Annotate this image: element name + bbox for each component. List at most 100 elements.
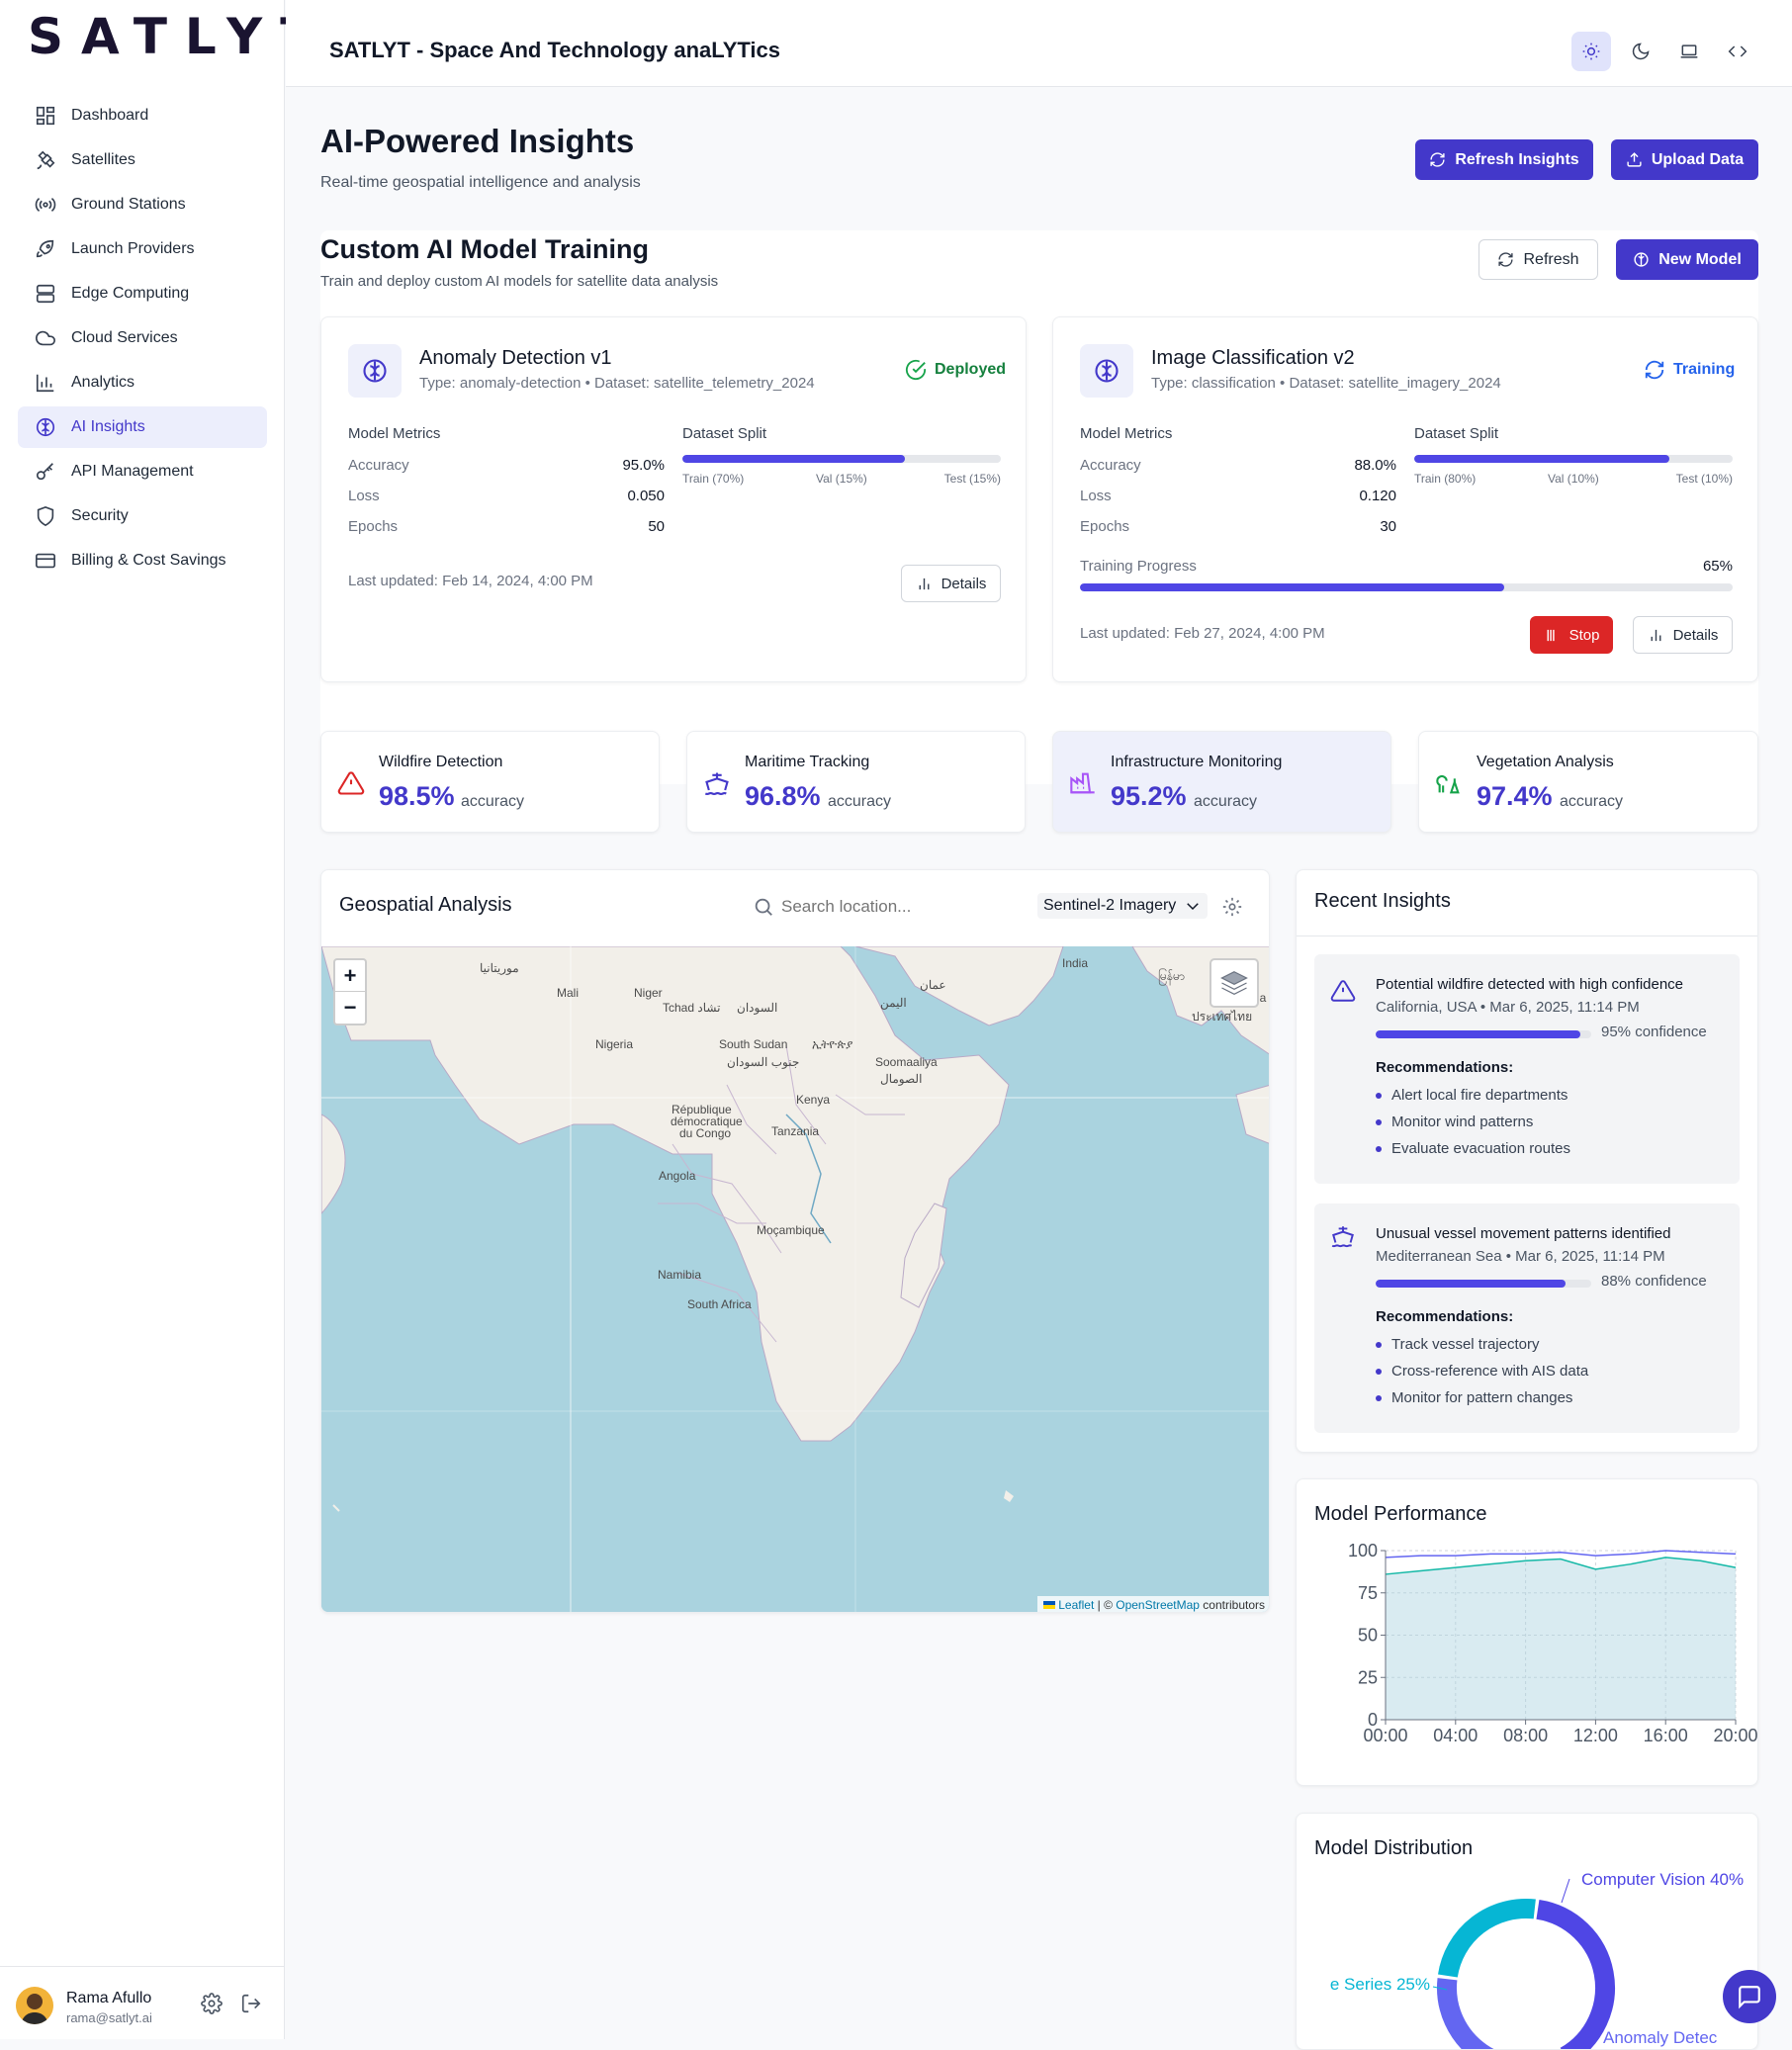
radio-tower-icon <box>35 197 56 213</box>
imagery-select[interactable]: Sentinel-2 Imagery <box>1037 893 1209 919</box>
confidence-label: 88% confidence <box>1601 1273 1707 1290</box>
ship-icon <box>1331 1226 1354 1248</box>
map-place-label: du Congo <box>679 1126 732 1140</box>
refresh-insights-button[interactable]: Refresh Insights <box>1415 139 1593 180</box>
series-line <box>1385 1557 1737 1575</box>
sidebar-item-api-management[interactable]: API Management <box>18 451 267 492</box>
developer-code-button[interactable] <box>1718 32 1757 71</box>
split-heading: Dataset Split <box>682 425 767 442</box>
check-circle-icon <box>905 359 927 381</box>
epochs-label: Epochs <box>1080 518 1130 535</box>
refresh-icon <box>1430 152 1445 167</box>
split-val: Val (15%) <box>816 472 867 486</box>
sidebar-item-ground-stations[interactable]: Ground Stations <box>18 184 267 225</box>
new-model-label: New Model <box>1658 250 1742 268</box>
sidebar-item-cloud-services[interactable]: Cloud Services <box>18 317 267 359</box>
stat-card-wildfire[interactable]: Wildfire Detection 98.5% accuracy <box>320 731 660 833</box>
training-progress-value: 65% <box>1702 558 1733 575</box>
stat-card-maritime[interactable]: Maritime Tracking 96.8% accuracy <box>686 731 1026 833</box>
sidebar-item-dashboard[interactable]: Dashboard <box>18 95 267 136</box>
sidebar-item-edge-computing[interactable]: Edge Computing <box>18 273 267 314</box>
sidebar-item-security[interactable]: Security <box>18 495 267 537</box>
y-tick-label: 0 <box>1368 1710 1378 1730</box>
map-place-label: Namibia <box>658 1268 702 1282</box>
map-place-label: Nigeria <box>595 1037 634 1051</box>
x-tick-label: 00:00 <box>1363 1726 1407 1745</box>
stat-card-vegetation[interactable]: Vegetation Analysis 97.4% accuracy <box>1418 731 1758 833</box>
key-icon <box>36 463 53 481</box>
map-place-label: India <box>1062 956 1089 970</box>
insight-item-wildfire[interactable]: Potential wildfire detected with high co… <box>1314 954 1740 1184</box>
training-progress-fill <box>1080 583 1504 591</box>
factory-icon <box>1070 772 1095 794</box>
new-model-button[interactable]: New Model <box>1616 239 1758 280</box>
insight-item-vessel[interactable]: Unusual vessel movement patterns identif… <box>1314 1203 1740 1433</box>
osm-link[interactable]: OpenStreetMap <box>1116 1598 1200 1612</box>
sun-icon <box>1582 43 1600 60</box>
avatar[interactable] <box>16 1987 53 2024</box>
epochs-label: Epochs <box>348 518 399 535</box>
sidebar-nav: Dashboard Satellites Ground Stations Lau… <box>18 95 267 584</box>
sidebar-item-billing[interactable]: Billing & Cost Savings <box>18 540 267 581</box>
zoom-out-button[interactable]: − <box>343 995 357 1020</box>
zoom-in-button[interactable]: + <box>335 960 365 992</box>
status-label: Deployed <box>935 361 1007 378</box>
layers-control-button[interactable] <box>1210 958 1259 1008</box>
stat-title: Infrastructure Monitoring <box>1111 754 1283 770</box>
sidebar-item-ai-insights[interactable]: AI Insights <box>18 406 267 448</box>
refresh-models-button[interactable]: Refresh <box>1478 239 1598 280</box>
layers-icon <box>1220 971 1248 995</box>
x-tick-label: 08:00 <box>1503 1726 1548 1745</box>
bar-chart-icon <box>1651 629 1661 641</box>
chat-button[interactable] <box>1723 1970 1776 2023</box>
pie-slice <box>1438 1899 1536 1978</box>
details-button[interactable]: Details <box>1633 616 1733 654</box>
logout-icon[interactable] <box>240 1993 262 2014</box>
status-badge-training: Training <box>1644 359 1735 381</box>
geospatial-analysis-card: Geospatial Analysis Sentinel-2 Imagery <box>320 869 1270 1613</box>
sidebar-item-satellites[interactable]: Satellites <box>18 139 267 181</box>
dark-theme-button[interactable] <box>1621 32 1660 71</box>
details-button[interactable]: Details <box>901 565 1001 602</box>
search-location-input[interactable] <box>781 892 1029 922</box>
geo-title: Geospatial Analysis <box>339 894 512 916</box>
confidence-bar <box>1376 1030 1591 1038</box>
bar-chart-icon <box>36 374 54 393</box>
settings-gear-icon[interactable] <box>201 1993 223 2014</box>
attribution-separator: | © <box>1094 1598 1117 1612</box>
sidebar-item-label: API Management <box>71 463 194 480</box>
y-tick-label: 100 <box>1348 1541 1378 1560</box>
sidebar-item-analytics[interactable]: Analytics <box>18 362 267 403</box>
light-theme-button[interactable] <box>1571 32 1611 71</box>
split-test: Test (15%) <box>943 472 1001 486</box>
epochs-value: 30 <box>1380 518 1396 535</box>
map-view[interactable]: Mali Niger Tchad تشاد السودان اليمن India Nige… <box>321 946 1269 1612</box>
satlyt-logo[interactable]: SATLYT <box>28 8 332 65</box>
sidebar-item-launch-providers[interactable]: Launch Providers <box>18 228 267 270</box>
map-place-label: South Africa <box>687 1297 752 1311</box>
credit-card-icon <box>36 553 55 569</box>
leaflet-link[interactable]: Leaflet <box>1058 1598 1095 1612</box>
model-training-section: Custom AI Model Training Train and deplo… <box>320 230 1758 784</box>
x-tick-label: 16:00 <box>1644 1726 1688 1745</box>
split-heading: Dataset Split <box>1414 425 1499 442</box>
confidence-fill <box>1376 1030 1581 1038</box>
map-settings-gear-icon[interactable] <box>1221 896 1243 918</box>
stat-card-infrastructure[interactable]: Infrastructure Monitoring 95.2% accuracy <box>1052 731 1391 833</box>
sidebar-item-label: Analytics <box>71 374 135 391</box>
stop-training-button[interactable]: Stop <box>1530 616 1613 654</box>
recommendations-list: Track vessel trajectory Cross-reference … <box>1376 1331 1588 1411</box>
upload-icon <box>1627 152 1642 167</box>
recommendation-item: Monitor wind patterns <box>1376 1109 1570 1135</box>
performance-chart: 0 25 50 75 100 00:00 04:00 08:00 12:00 16:00 20:00 <box>1348 1541 1758 1745</box>
upload-data-button[interactable]: Upload Data <box>1611 139 1758 180</box>
training-progress-label: Training Progress <box>1080 558 1197 575</box>
pie-slice <box>1536 1900 1615 2049</box>
model-card-image-classification[interactable]: Image Classification v2 Type: classifica… <box>1052 316 1758 682</box>
map-attribution: Leaflet | © OpenStreetMap contributors <box>1037 1596 1269 1612</box>
map-place-label: السودان <box>737 1001 778 1015</box>
split-val: Val (10%) <box>1548 472 1599 486</box>
system-theme-button[interactable] <box>1669 32 1709 71</box>
model-name: Image Classification v2 <box>1151 347 1355 369</box>
model-card-anomaly-detection[interactable]: Anomaly Detection v1 Type: anomaly-detec… <box>320 316 1027 682</box>
